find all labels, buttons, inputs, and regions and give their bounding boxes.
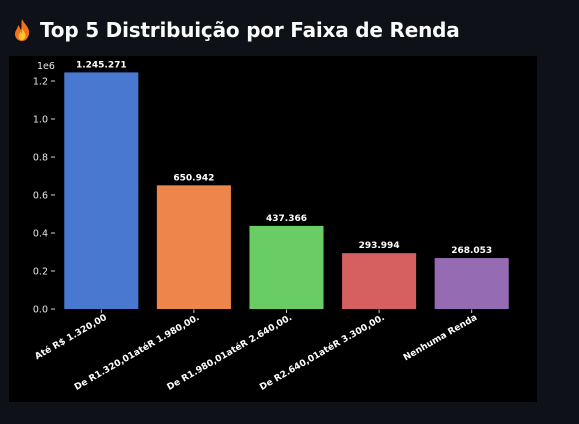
chart-panel: 0.0 0.2 0.4 0.6 0.8 1.0 1.2 1e6 1.245.271 Até R$… bbox=[9, 56, 537, 402]
bar-chart: 0.0 0.2 0.4 0.6 0.8 1.0 1.2 1e6 1.245.271 Até R$… bbox=[33, 58, 518, 393]
bar bbox=[249, 225, 324, 309]
y-tick-label: 0.0 bbox=[33, 305, 48, 316]
bar bbox=[156, 185, 231, 309]
bar bbox=[342, 253, 417, 309]
x-tick-label: Nenhuma Renda bbox=[402, 313, 479, 363]
page-title: Top 5 Distribuição por Faixa de Renda bbox=[40, 18, 460, 42]
y-tick-label: 1.0 bbox=[33, 115, 48, 126]
y-tick-label: 1.2 bbox=[33, 77, 48, 88]
bar-value-label: 437.366 bbox=[266, 214, 307, 224]
x-tick-label: Até R$ 1.320,00 bbox=[33, 312, 109, 362]
page-header: Top 5 Distribuição por Faixa de Renda bbox=[12, 18, 460, 42]
y-tick-label: 0.2 bbox=[33, 267, 48, 278]
bar bbox=[64, 72, 139, 309]
bar-value-label: 1.245.271 bbox=[76, 60, 127, 70]
bar-value-label: 650.942 bbox=[173, 173, 214, 183]
fire-icon bbox=[12, 18, 32, 42]
bar-value-label: 293.994 bbox=[359, 241, 400, 251]
y-tick-label: 0.4 bbox=[33, 229, 48, 240]
bar-value-label: 268.053 bbox=[451, 246, 492, 256]
bar bbox=[434, 258, 509, 309]
y-tick-label: 0.8 bbox=[33, 153, 48, 164]
y-offset-label: 1e6 bbox=[37, 61, 55, 72]
y-tick-label: 0.6 bbox=[33, 191, 48, 202]
